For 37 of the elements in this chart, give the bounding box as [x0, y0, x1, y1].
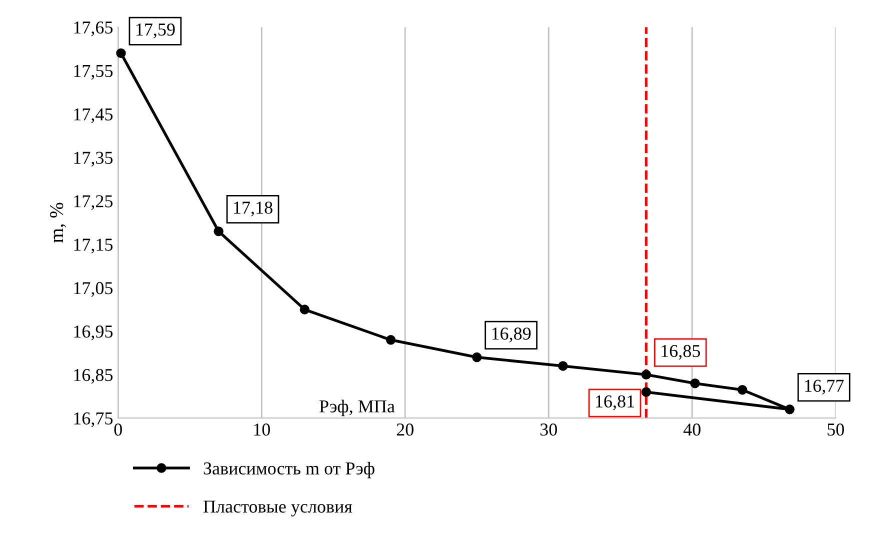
data-label: 16,81: [596, 395, 634, 410]
x-tick-label: 30: [540, 423, 557, 436]
data-label: 16,89: [492, 328, 531, 342]
data-label: 17,59: [136, 24, 175, 38]
data-label: 16,85: [662, 344, 700, 360]
point: [386, 335, 396, 345]
x-tick-label: 0: [114, 423, 122, 436]
point: [300, 304, 310, 314]
point: [641, 370, 652, 380]
x-tick-label: 40: [683, 423, 700, 436]
y-tick-label: 17,25: [74, 195, 113, 210]
x-tick-label: 20: [396, 423, 414, 436]
point: [116, 48, 126, 58]
point: [558, 361, 568, 371]
point: [472, 352, 482, 362]
y-tick-label: 17,15: [74, 238, 113, 254]
data-label: 16,77: [805, 380, 844, 394]
data-label: 17,18: [234, 202, 272, 216]
y-tick-label: 17,45: [74, 108, 113, 124]
point: [214, 226, 224, 236]
x-axis-title: Рэф, МПа: [320, 400, 395, 416]
point: [690, 378, 700, 388]
y-tick-label: 17,05: [74, 282, 113, 297]
y-axis-title: m, %: [50, 202, 66, 243]
point: [737, 385, 748, 395]
x-tick-label: 10: [254, 423, 270, 436]
y-tick-label: 16,75: [74, 412, 113, 428]
y-tick-label: 16,85: [74, 368, 113, 384]
point: [641, 387, 652, 397]
y-tick-label: 17,55: [74, 64, 113, 80]
point: [784, 404, 795, 414]
legend-label: Зависимость m от Рэф: [204, 462, 374, 478]
x-tick-label: 50: [828, 423, 844, 436]
legend-label: Пластовые условия: [204, 500, 352, 516]
y-tick-label: 17,35: [74, 152, 113, 167]
y-tick-label: 16,95: [74, 326, 113, 340]
y-tick-label: 17,65: [74, 21, 113, 36]
